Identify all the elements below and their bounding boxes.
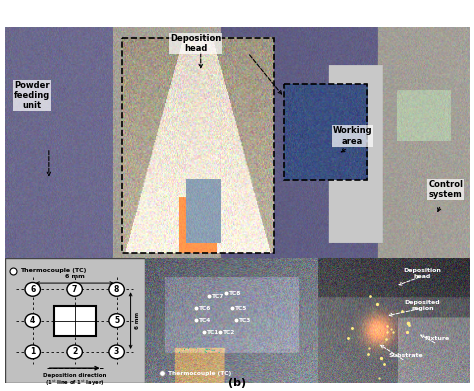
Text: 6: 6 <box>30 285 36 294</box>
Text: TC1: TC1 <box>207 330 219 335</box>
Text: Working
area: Working area <box>333 126 373 146</box>
Text: Deposition direction: Deposition direction <box>43 373 106 378</box>
Text: (a): (a) <box>228 268 246 278</box>
Circle shape <box>67 345 82 359</box>
Text: 6 mm: 6 mm <box>65 274 84 279</box>
Text: (b): (b) <box>228 378 246 388</box>
Text: 5: 5 <box>114 316 119 325</box>
Text: Deposition
head: Deposition head <box>170 34 221 53</box>
Bar <box>54 306 96 335</box>
Text: TC4: TC4 <box>199 317 211 323</box>
Circle shape <box>25 345 40 359</box>
Text: TC6: TC6 <box>199 306 211 310</box>
Text: Thermocouple (TC): Thermocouple (TC) <box>20 268 86 273</box>
Text: Deposition
head: Deposition head <box>403 268 441 279</box>
Text: TC7: TC7 <box>212 294 224 299</box>
Text: TC3: TC3 <box>238 317 251 323</box>
Text: TC2: TC2 <box>223 330 235 335</box>
Bar <box>122 38 274 253</box>
Text: Substrate: Substrate <box>388 353 423 358</box>
Circle shape <box>109 345 124 359</box>
Text: Thermocouple (TC): Thermocouple (TC) <box>168 371 231 376</box>
Circle shape <box>25 282 40 296</box>
Text: (1$^{st}$ line of 1$^{st}$ layer): (1$^{st}$ line of 1$^{st}$ layer) <box>45 378 105 388</box>
Text: 6 mm: 6 mm <box>135 312 140 329</box>
Bar <box>284 84 367 179</box>
Circle shape <box>109 282 124 296</box>
Text: Fixture: Fixture <box>425 336 450 341</box>
Text: 7: 7 <box>72 285 77 294</box>
Text: 2: 2 <box>72 347 77 357</box>
Text: 4: 4 <box>30 316 36 325</box>
Text: TC5: TC5 <box>235 306 247 310</box>
Text: Control
system: Control system <box>428 179 463 199</box>
Circle shape <box>67 282 82 296</box>
Text: 8: 8 <box>114 285 119 294</box>
Text: 3: 3 <box>114 347 119 357</box>
Circle shape <box>25 314 40 328</box>
Text: 1: 1 <box>30 347 36 357</box>
Text: Powder
feeding
unit: Powder feeding unit <box>14 81 50 110</box>
Text: Deposited
region: Deposited region <box>404 300 440 311</box>
Circle shape <box>109 314 124 328</box>
Text: TC8: TC8 <box>228 291 241 296</box>
